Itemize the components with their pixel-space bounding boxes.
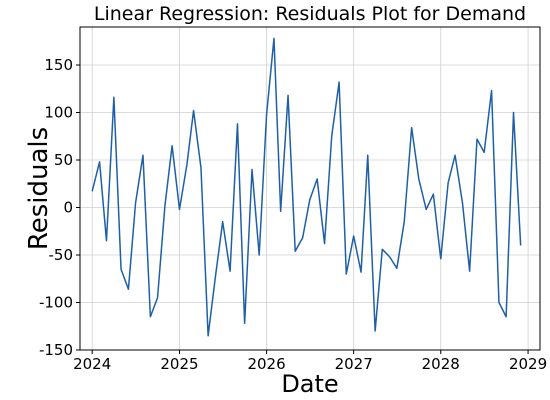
axis-ticks: -150 -100 -50 0 50 100 150 2024 2025 2026 2027 2028… [39,56,547,373]
x-tick-label: 2027 [335,355,373,373]
y-tick-label: 150 [44,56,73,74]
x-tick-label: 2029 [509,355,547,373]
y-tick-label: -150 [39,341,73,359]
y-tick-label: 0 [63,199,73,217]
y-tick-label: -100 [39,294,73,312]
x-tick-label: 2024 [73,355,111,373]
plot-frame [79,26,541,351]
y-tick-label: 50 [54,151,73,169]
x-tick-label: 2025 [160,355,198,373]
chart-title: Linear Regression: Residuals Plot for De… [94,3,526,25]
residuals-series-line [91,37,522,337]
x-tick-label: 2026 [247,355,285,373]
grid-lines [80,27,540,351]
y-tick-label: -50 [49,246,74,264]
series-layer [91,37,522,337]
y-axis-title: Residuals [24,127,54,250]
x-tick-label: 2028 [422,355,460,373]
x-axis-title: Date [281,370,338,398]
y-tick-label: 100 [44,104,73,122]
